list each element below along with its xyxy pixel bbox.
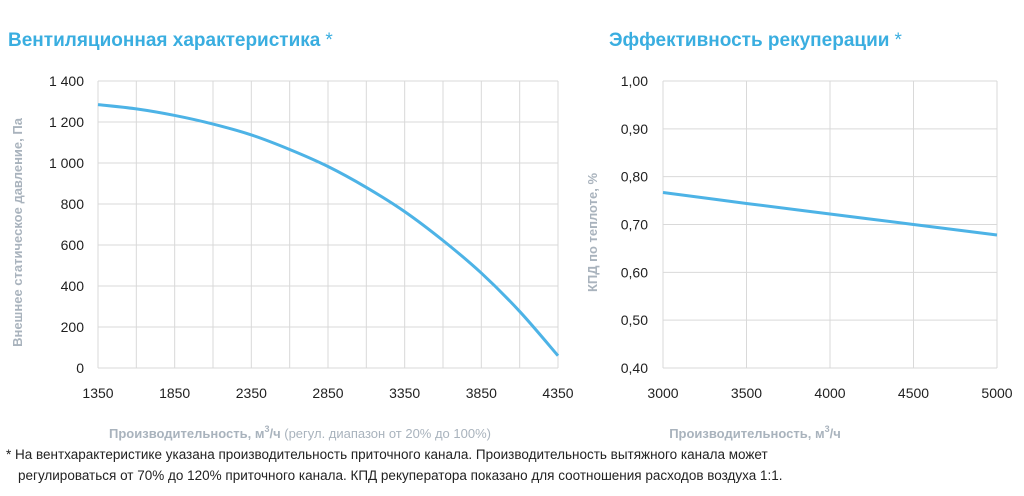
left-y-tick-label: 1 400 xyxy=(49,73,84,89)
left-x-axis-label-main: Производительность, xyxy=(109,426,255,441)
left-series-line xyxy=(97,103,560,357)
left-chart-title: Вентиляционная характеристика * xyxy=(8,30,333,52)
left-x-axis-label-unit-superscript: 3 xyxy=(264,424,269,434)
right-x-tick-label: 3000 xyxy=(647,385,678,401)
right-chart-title: Эффективность рекуперации * xyxy=(609,30,902,52)
left-chart: 0 200 400 600 800 1 000 1 200 1 400 1350 1850 2350… xyxy=(10,73,574,441)
left-chart-title-text: Вентиляционная характеристика xyxy=(8,30,321,51)
left-x-tick-label: 3850 xyxy=(466,385,497,401)
right-x-axis-label-unit: м xyxy=(815,426,825,441)
right-x-tick-label: 4000 xyxy=(814,385,845,401)
left-y-axis-label: Внешнее статическое давление, Па xyxy=(10,117,25,347)
right-series-line xyxy=(662,190,998,237)
left-y-tick-label: 400 xyxy=(61,278,85,294)
left-y-tick-label: 1 200 xyxy=(49,114,84,130)
right-y-axis-label: КПД по теплоте, % xyxy=(585,173,600,293)
left-x-axis-label-unit: /ч xyxy=(269,426,280,441)
left-y-tick-label: 200 xyxy=(61,319,85,335)
left-x-tick-label: 3350 xyxy=(389,385,420,401)
left-y-tick-label: 0 xyxy=(76,360,84,376)
right-title-asterisk: * xyxy=(894,30,902,51)
right-x-axis-label-unit: /ч xyxy=(830,426,841,441)
right-y-tick-label: 0,60 xyxy=(621,264,648,280)
left-x-tick-label: 4350 xyxy=(542,385,573,401)
left-title-asterisk: * xyxy=(325,30,333,51)
left-x-tick-label: 1350 xyxy=(82,385,113,401)
right-y-tick-label: 0,90 xyxy=(621,121,648,137)
right-y-tick-label: 1,00 xyxy=(621,73,648,89)
footnote-line-1: * На вентхарактеристике указана производ… xyxy=(6,447,768,462)
right-x-tick-label: 5000 xyxy=(981,385,1012,401)
footnote: * На вентхарактеристике указана производ… xyxy=(6,444,1016,486)
left-y-tick-label: 600 xyxy=(61,237,85,253)
left-x-tick-label: 2850 xyxy=(312,385,343,401)
right-x-tick-label: 4500 xyxy=(898,385,929,401)
right-chart-title-text: Эффективность рекуперации xyxy=(609,30,890,51)
right-y-tick-label: 0,50 xyxy=(621,312,648,328)
left-x-tick-label: 2350 xyxy=(236,385,267,401)
right-x-axis-label-unit-superscript: 3 xyxy=(825,424,830,434)
footnote-line-2: регулироваться от 70% до 120% приточного… xyxy=(18,468,783,483)
right-x-axis-label: Производительность, м3/ч xyxy=(669,424,841,441)
left-y-tick-label: 1 000 xyxy=(49,155,84,171)
right-y-tick-label: 0,70 xyxy=(621,217,648,233)
left-x-axis-label: Производительность, м3/ч (регул. диапазо… xyxy=(109,424,491,441)
left-x-axis-label-note: (регул. диапазон от 20% до 100%) xyxy=(281,426,491,441)
left-x-tick-label: 1850 xyxy=(159,385,190,401)
right-chart: 0,40 0,50 0,60 0,70 0,80 0,90 1,00 3000 3500 4000… xyxy=(585,73,1013,441)
right-y-tick-label: 0,80 xyxy=(621,169,648,185)
right-x-tick-label: 3500 xyxy=(731,385,762,401)
right-x-axis-label-main: Производительность, xyxy=(669,426,815,441)
left-x-axis-label-unit: м xyxy=(255,426,265,441)
right-y-tick-label: 0,40 xyxy=(621,360,648,376)
left-y-tick-label: 800 xyxy=(61,196,85,212)
